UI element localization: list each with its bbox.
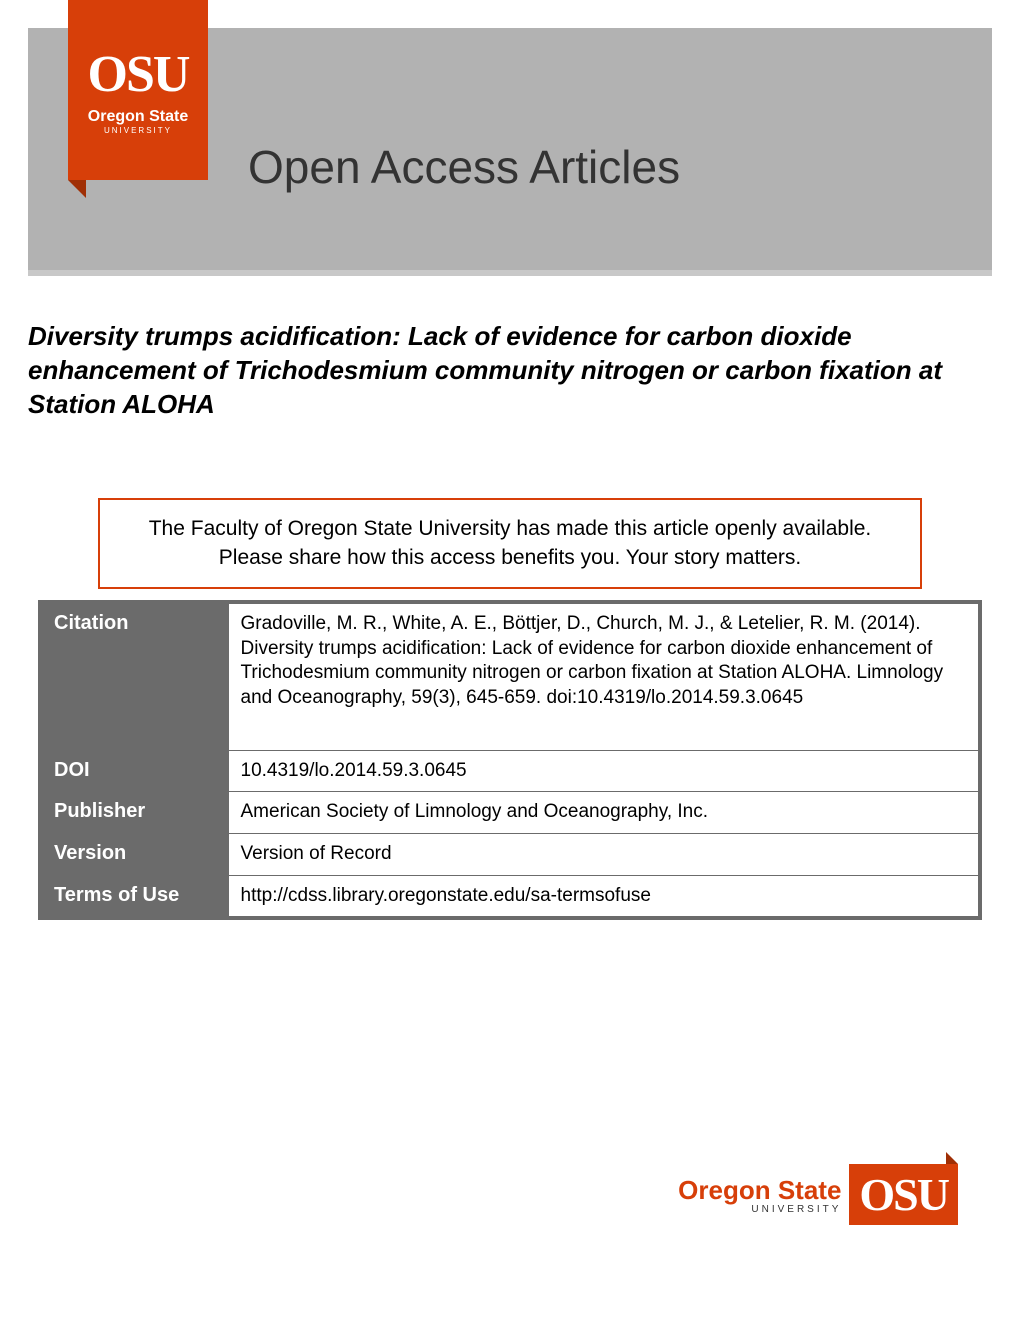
publisher-row: Publisher American Society of Limnology … (40, 792, 980, 834)
notice-line-2: Please share how this access benefits yo… (120, 543, 900, 572)
osu-logo-top: OSU Oregon State UNIVERSITY (68, 0, 208, 180)
version-label: Version (40, 833, 228, 875)
publisher-value: American Society of Limnology and Oceano… (228, 792, 980, 834)
terms-row: Terms of Use http://cdss.library.oregons… (40, 875, 980, 918)
footer-osu-block: OSU (849, 1164, 958, 1225)
citation-value: Gradoville, M. R., White, A. E., Böttjer… (228, 602, 980, 750)
publisher-label: Publisher (40, 792, 228, 834)
citation-label: Citation (40, 602, 228, 750)
footer-logo: Oregon State UNIVERSITY OSU (678, 1164, 958, 1225)
version-row: Version Version of Record (40, 833, 980, 875)
footer-oregon-state: Oregon State (678, 1175, 841, 1206)
doi-value: 10.4319/lo.2014.59.3.0645 (228, 750, 980, 792)
terms-label: Terms of Use (40, 875, 228, 918)
osu-logo-text: OSU (88, 45, 189, 104)
footer-university: UNIVERSITY (751, 1204, 841, 1215)
notice-box: The Faculty of Oregon State University h… (98, 498, 922, 589)
doi-row: DOI 10.4319/lo.2014.59.3.0645 (40, 750, 980, 792)
footer-text-block: Oregon State UNIVERSITY (678, 1175, 841, 1215)
version-value: Version of Record (228, 833, 980, 875)
header-banner: OSU Oregon State UNIVERSITY Open Access … (28, 28, 992, 276)
banner-title: Open Access Articles (248, 140, 680, 194)
metadata-table: Citation Gradoville, M. R., White, A. E.… (38, 600, 982, 920)
article-title: Diversity trumps acidification: Lack of … (28, 320, 992, 421)
terms-value: http://cdss.library.oregonstate.edu/sa-t… (228, 875, 980, 918)
doi-label: DOI (40, 750, 228, 792)
osu-logo-university: UNIVERSITY (104, 126, 172, 135)
osu-logo-subtitle: Oregon State (88, 108, 188, 126)
citation-row: Citation Gradoville, M. R., White, A. E.… (40, 602, 980, 750)
notice-line-1: The Faculty of Oregon State University h… (120, 514, 900, 543)
